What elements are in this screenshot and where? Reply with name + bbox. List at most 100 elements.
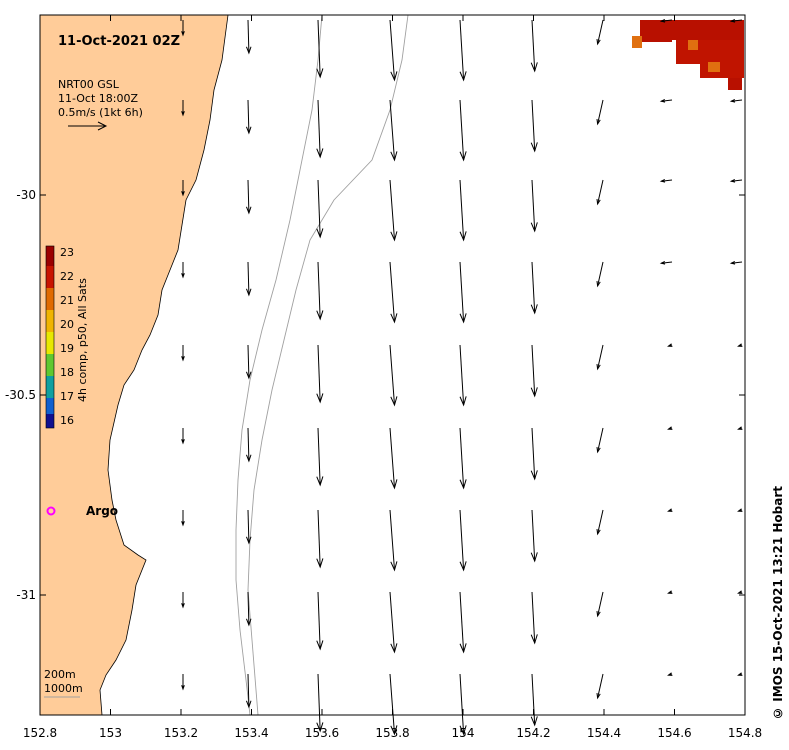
map-title: 11-Oct-2021 02Z (58, 34, 180, 49)
x-tick-label: 154.8 (728, 726, 762, 740)
current-vector (246, 261, 252, 297)
current-vector (459, 261, 467, 324)
x-axis: 152.8 153 153.2 153.4 153.6 153.8 154 154.2 154.… (23, 15, 762, 740)
current-vector (459, 673, 467, 736)
product-line-2: 11-Oct 18:00Z (58, 92, 138, 105)
colorbar-tick: 23 (60, 246, 74, 259)
current-vector (667, 343, 673, 347)
current-vector (389, 344, 398, 407)
isobath-200m (235, 14, 323, 716)
current-vector (659, 178, 673, 183)
current-vector (389, 591, 398, 654)
x-tick-label: 154.2 (516, 726, 550, 740)
current-vector (596, 673, 604, 700)
product-line-3: 0.5m/s (1kt 6h) (58, 106, 143, 119)
current-vector (596, 261, 604, 288)
current-vector (181, 20, 185, 37)
current-vector (246, 99, 252, 135)
current-vector (246, 427, 252, 463)
current-vector (530, 673, 538, 727)
current-vector (530, 344, 538, 398)
current-vector (246, 591, 252, 627)
current-vector (596, 344, 604, 371)
current-vector (181, 100, 185, 117)
current-vector-layer (181, 18, 743, 736)
current-vector (737, 508, 743, 512)
current-vector (596, 179, 604, 206)
current-vector (246, 179, 252, 215)
x-tick-label: 152.8 (23, 726, 57, 740)
current-vector (530, 179, 538, 233)
x-tick-label: 154 (452, 726, 475, 740)
current-vector (389, 509, 398, 572)
current-vector (667, 508, 673, 512)
current-vector (181, 510, 185, 527)
current-vector (246, 19, 252, 55)
colorbar-tick-labels: 23 22 21 20 19 18 17 16 (60, 246, 74, 427)
argo-float-marker[interactable] (46, 506, 56, 516)
current-vector (459, 427, 467, 490)
colorbar-tick: 21 (60, 294, 74, 307)
current-vector (729, 98, 743, 103)
current-vector (530, 19, 538, 73)
y-tick-label: -30 (16, 188, 36, 202)
current-vector (659, 98, 673, 103)
current-vector (729, 18, 743, 23)
current-vector (459, 509, 467, 572)
current-vector (316, 591, 324, 651)
current-vector (659, 260, 673, 265)
current-vector (737, 426, 743, 430)
current-vector (459, 179, 467, 242)
isobath-1000m (247, 14, 409, 716)
colorbar-tick: 16 (60, 414, 74, 427)
current-vector (316, 99, 324, 159)
current-vector (530, 509, 538, 563)
current-vector (316, 344, 324, 404)
x-tick-label: 153.6 (305, 726, 339, 740)
colorbar-tick: 18 (60, 366, 74, 379)
argo-label: Argo (86, 504, 118, 518)
isobath-legend-200m: 200m (44, 668, 76, 681)
current-vector (596, 99, 604, 126)
current-vector (596, 591, 604, 618)
current-vector (530, 591, 538, 645)
colorbar-tick: 17 (60, 390, 74, 403)
current-vector (729, 260, 743, 265)
current-vector (389, 427, 398, 490)
current-vector (459, 99, 467, 162)
current-vector (389, 19, 398, 82)
current-vector (667, 426, 673, 430)
y-axis: -30 -30.5 -31 (5, 188, 745, 602)
y-tick-label: -31 (16, 588, 36, 602)
current-vector (316, 509, 324, 569)
current-vector (181, 428, 185, 445)
current-vector (596, 427, 604, 454)
colorbar-tick: 19 (60, 342, 74, 355)
x-tick-label: 154.4 (587, 726, 621, 740)
x-tick-label: 153 (99, 726, 122, 740)
current-vector (737, 672, 743, 676)
current-vector (530, 99, 538, 153)
land-mass (39, 14, 229, 716)
current-vector (316, 261, 324, 321)
product-line-1: NRT00 GSL (58, 78, 120, 91)
x-tick-label: 154.6 (657, 726, 691, 740)
current-vector (246, 344, 252, 380)
current-vector (729, 178, 743, 183)
current-vector (316, 19, 324, 79)
current-vector (181, 592, 185, 609)
current-vector (389, 261, 398, 324)
current-vector (316, 179, 324, 239)
credit-text: © IMOS 15-Oct-2021 13:21 Hobart (771, 486, 785, 720)
current-vector (530, 427, 538, 481)
x-tick-label: 153.4 (234, 726, 268, 740)
current-vector (181, 674, 185, 691)
current-vector (181, 345, 185, 362)
current-vector (596, 509, 604, 536)
x-tick-label: 153.8 (375, 726, 409, 740)
current-vector (667, 590, 673, 594)
x-tick-label: 153.2 (164, 726, 198, 740)
y-tick-label: -30.5 (5, 388, 36, 402)
current-vector (596, 19, 604, 46)
